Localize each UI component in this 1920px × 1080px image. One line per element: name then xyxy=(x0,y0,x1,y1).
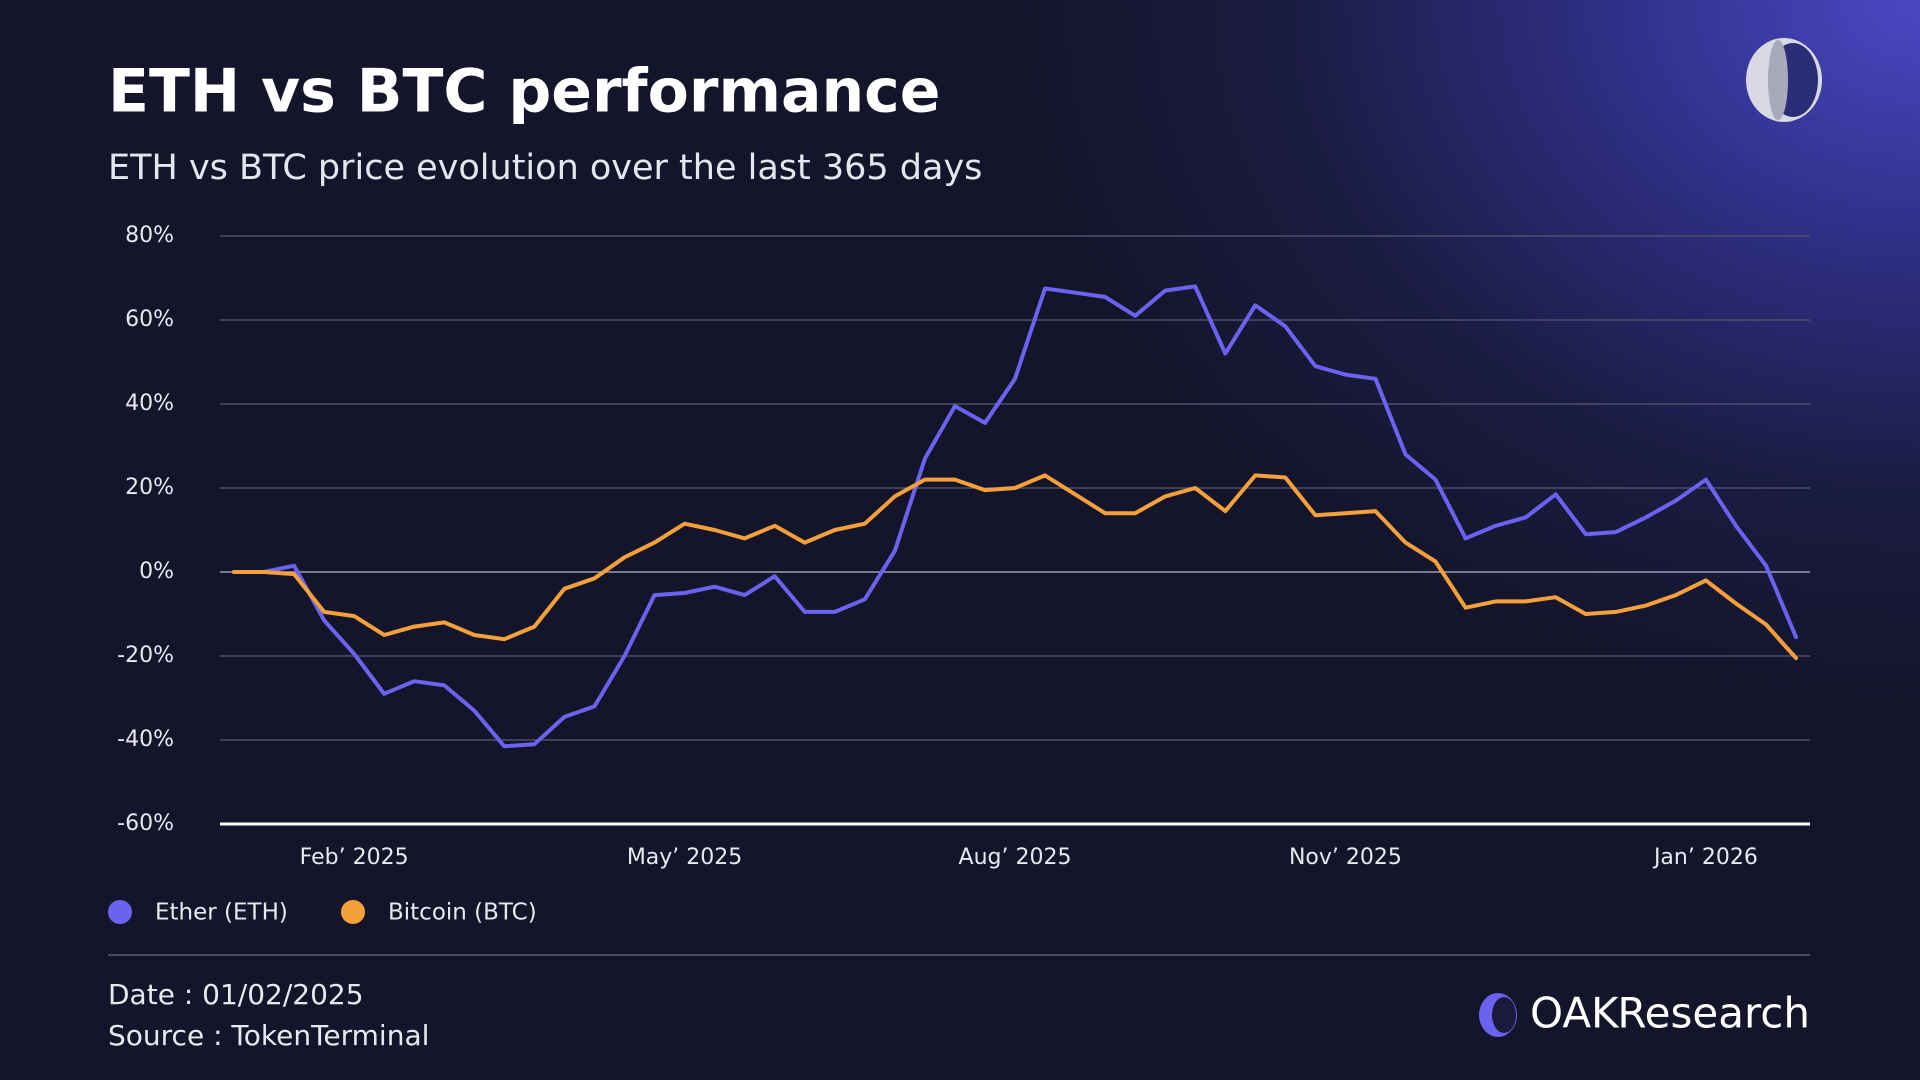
y-tick-label: 80% xyxy=(125,223,174,248)
y-tick-label: 60% xyxy=(125,307,174,332)
x-tick-label: Nov’ 2025 xyxy=(1289,845,1402,870)
series-line xyxy=(232,284,1798,749)
y-tick-label: 40% xyxy=(125,391,174,416)
y-tick-label: 0% xyxy=(139,559,174,584)
legend-label: Ether (ETH) xyxy=(155,900,288,926)
y-tick-label: 20% xyxy=(125,475,174,500)
y-tick-label: -40% xyxy=(117,727,174,752)
footer-date: Date : 01/02/2025 xyxy=(108,978,364,1011)
x-tick-label: Aug’ 2025 xyxy=(959,845,1072,870)
chart-title: ETH vs BTC performance xyxy=(108,57,940,127)
x-tick-label: Jan’ 2026 xyxy=(1652,845,1758,870)
legend-marker xyxy=(108,900,132,924)
legend-label: Bitcoin (BTC) xyxy=(388,900,537,926)
x-tick-label: Feb’ 2025 xyxy=(300,845,409,870)
brand-name: OAK xyxy=(1530,989,1620,1038)
y-tick-label: -20% xyxy=(117,643,174,668)
chart-subtitle: ETH vs BTC price evolution over the last… xyxy=(108,148,982,188)
brand-suffix: Research xyxy=(1617,989,1810,1038)
x-tick-label: May’ 2025 xyxy=(627,845,742,870)
legend-marker xyxy=(341,900,365,924)
series-line xyxy=(232,473,1798,661)
logo xyxy=(1746,38,1822,122)
y-tick-label: -60% xyxy=(117,811,174,836)
brand-icon xyxy=(1479,993,1517,1037)
footer-source: Source : TokenTerminal xyxy=(108,1019,429,1052)
